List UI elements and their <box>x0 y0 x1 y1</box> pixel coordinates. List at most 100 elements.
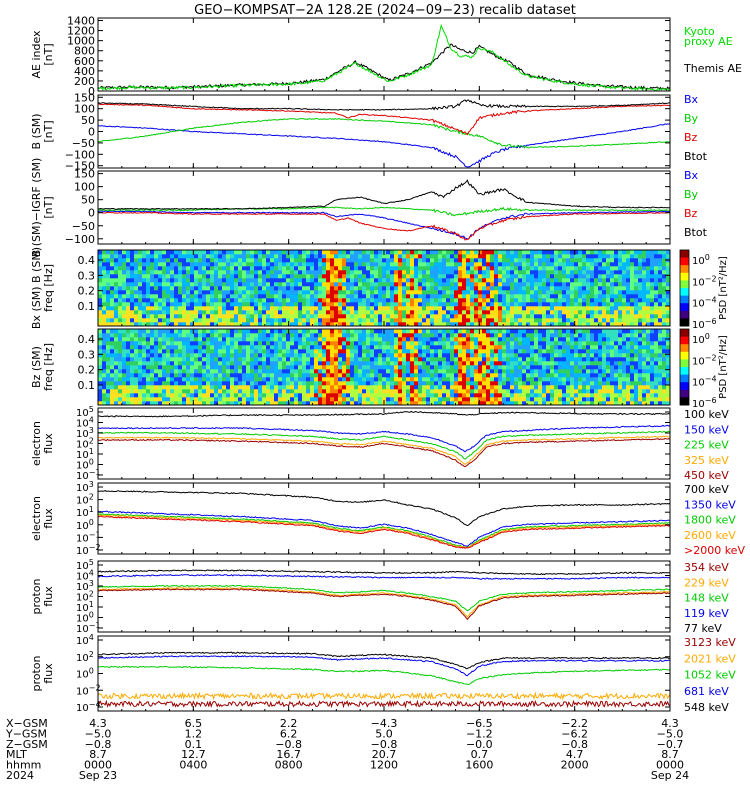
y-tick-label: 50 <box>81 194 95 207</box>
y-tick-label: 0 <box>88 85 95 98</box>
x-row-value: 1.2 <box>185 727 203 740</box>
legend: Bx By Bz Btot <box>684 93 708 163</box>
legend-item: Kyoto <box>684 25 715 38</box>
x-row-value: 0400 <box>179 759 207 772</box>
x-row-value: −6.2 <box>561 727 588 740</box>
legend: Bx By Bz Btot <box>684 169 708 239</box>
x-row-value: −4.3 <box>371 717 398 730</box>
y-tick-label: 800 <box>74 45 95 58</box>
legend-item: 325 keV <box>684 454 729 467</box>
legend-item: Bz <box>684 207 698 220</box>
x-row-value: 6.5 <box>185 717 203 730</box>
y-tick-label: 10−4 <box>76 700 101 714</box>
legend-item: >2000 keV <box>684 544 745 557</box>
x-row-value: −5.0 <box>85 727 112 740</box>
series-line-148-kev <box>97 584 671 612</box>
y-tick-label: −50 <box>72 137 95 150</box>
x-axis-rows: X−GSM 4.3 6.5 2.2 −4.3 −6.5 −2.2 4.3 Y−GSM −5.0 1.… <box>5 717 689 782</box>
y-tick-label: 10−1 <box>76 468 101 482</box>
y-tick-label: 0 <box>88 207 95 220</box>
series-line-450-kev <box>97 437 671 468</box>
x-row-value: Sep 24 <box>651 769 689 782</box>
x-row-label: X−GSM <box>6 717 48 730</box>
y-axis-label: Bx (SM) B (SM)freq [Hz] <box>30 247 55 329</box>
series-line-225-kev <box>97 430 671 460</box>
colorbar-tick-label: 10−4 <box>692 296 717 310</box>
x-row-label: MLT <box>6 748 27 761</box>
legend-item: 681 keV <box>684 685 729 698</box>
panel-frame <box>97 560 671 633</box>
y-tick-label: 1000 <box>67 35 95 48</box>
legend-item: 2021 keV <box>684 652 736 665</box>
y-tick-label: 0.3 <box>78 269 96 282</box>
x-row-value: 0000 <box>84 759 112 772</box>
legend-item: 77 keV <box>684 622 722 635</box>
y-tick-label: 102 <box>76 437 94 451</box>
legend-item: 1052 keV <box>684 669 736 682</box>
y-tick-label: 150 <box>74 91 95 104</box>
y-tick-label: 1400 <box>67 15 95 28</box>
y-tick-label: 100 <box>74 103 95 116</box>
x-row-value: 1200 <box>370 759 398 772</box>
y-tick-label: −100 <box>65 233 95 246</box>
series-line-1800-kev <box>97 513 671 549</box>
series-line-1350-kev <box>97 510 671 547</box>
x-row-value: 8.7 <box>89 748 107 761</box>
series-line-kyoto <box>97 23 671 92</box>
y-axis-label: protonflux <box>30 655 55 691</box>
y-axis-label: electronflux <box>30 496 55 541</box>
series-line-150-kev <box>97 424 671 453</box>
y-tick-label: 10−2 <box>76 683 101 697</box>
colorbar-tick-label: 10−6 <box>692 317 717 331</box>
y-tick-label: 102 <box>76 590 94 604</box>
y-tick-label: 100 <box>76 458 94 472</box>
legend-item: 450 keV <box>684 469 729 482</box>
panel-9: 104 102 100 10−2 10−4 protonflux 3123 keV 2021 … <box>30 633 736 714</box>
y-axis-label: protonflux <box>30 578 55 614</box>
panel-frame <box>97 17 671 92</box>
legend: 100 keV 150 keV 225 keV 325 keV 450 keV <box>684 408 729 482</box>
y-tick-label: 0.2 <box>78 364 96 377</box>
series-line-100-kev <box>97 410 671 418</box>
y-tick-label: 0.3 <box>78 348 96 361</box>
legend: 354 keV 229 keV 148 keV 119 keV 77 keV <box>684 561 729 635</box>
x-row-value: 0000 <box>656 759 684 772</box>
y-tick-label: 103 <box>76 426 94 440</box>
y-tick-label: 0.2 <box>78 285 96 298</box>
legend-item: 225 keV <box>684 439 729 452</box>
y-tick-label: 101 <box>76 505 94 519</box>
y-axis-label: Bz (SM)freq [Hz] <box>30 343 55 391</box>
y-axis-label: B (SM)[nT] <box>30 113 55 149</box>
spectrogram-cells <box>98 250 671 327</box>
x-row-value: 2.2 <box>280 717 298 730</box>
x-row-value: 20.7 <box>372 748 397 761</box>
x-row-value: −2.2 <box>561 717 588 730</box>
x-row-value: 1600 <box>465 759 493 772</box>
series-line-btot <box>97 179 671 210</box>
x-row-value: −0.8 <box>371 738 398 751</box>
y-axis-label: electronflux <box>30 421 55 466</box>
legend-item: Btot <box>684 150 708 163</box>
colorbar-tick-label: 10−2 <box>692 274 717 288</box>
y-tick-label: 102 <box>76 493 94 507</box>
y-tick-label: 150 <box>74 168 95 181</box>
legend-item: 1800 keV <box>684 514 736 527</box>
x-row-value: 4.3 <box>661 717 679 730</box>
y-tick-label: 100 <box>74 181 95 194</box>
y-tick-label: 0.1 <box>78 379 96 392</box>
series-line-681-kev <box>97 655 671 677</box>
series-line-bz <box>97 211 671 241</box>
x-row-value: −0.0 <box>466 738 493 751</box>
series-line-2021-kev <box>97 691 671 701</box>
x-row-value: 16.7 <box>276 748 301 761</box>
y-tick-label: 200 <box>74 75 95 88</box>
y-tick-label: 0.1 <box>78 300 96 313</box>
legend-item: Bx <box>684 169 699 182</box>
series-line-bx <box>97 210 671 240</box>
y-tick-label: 600 <box>74 55 95 68</box>
